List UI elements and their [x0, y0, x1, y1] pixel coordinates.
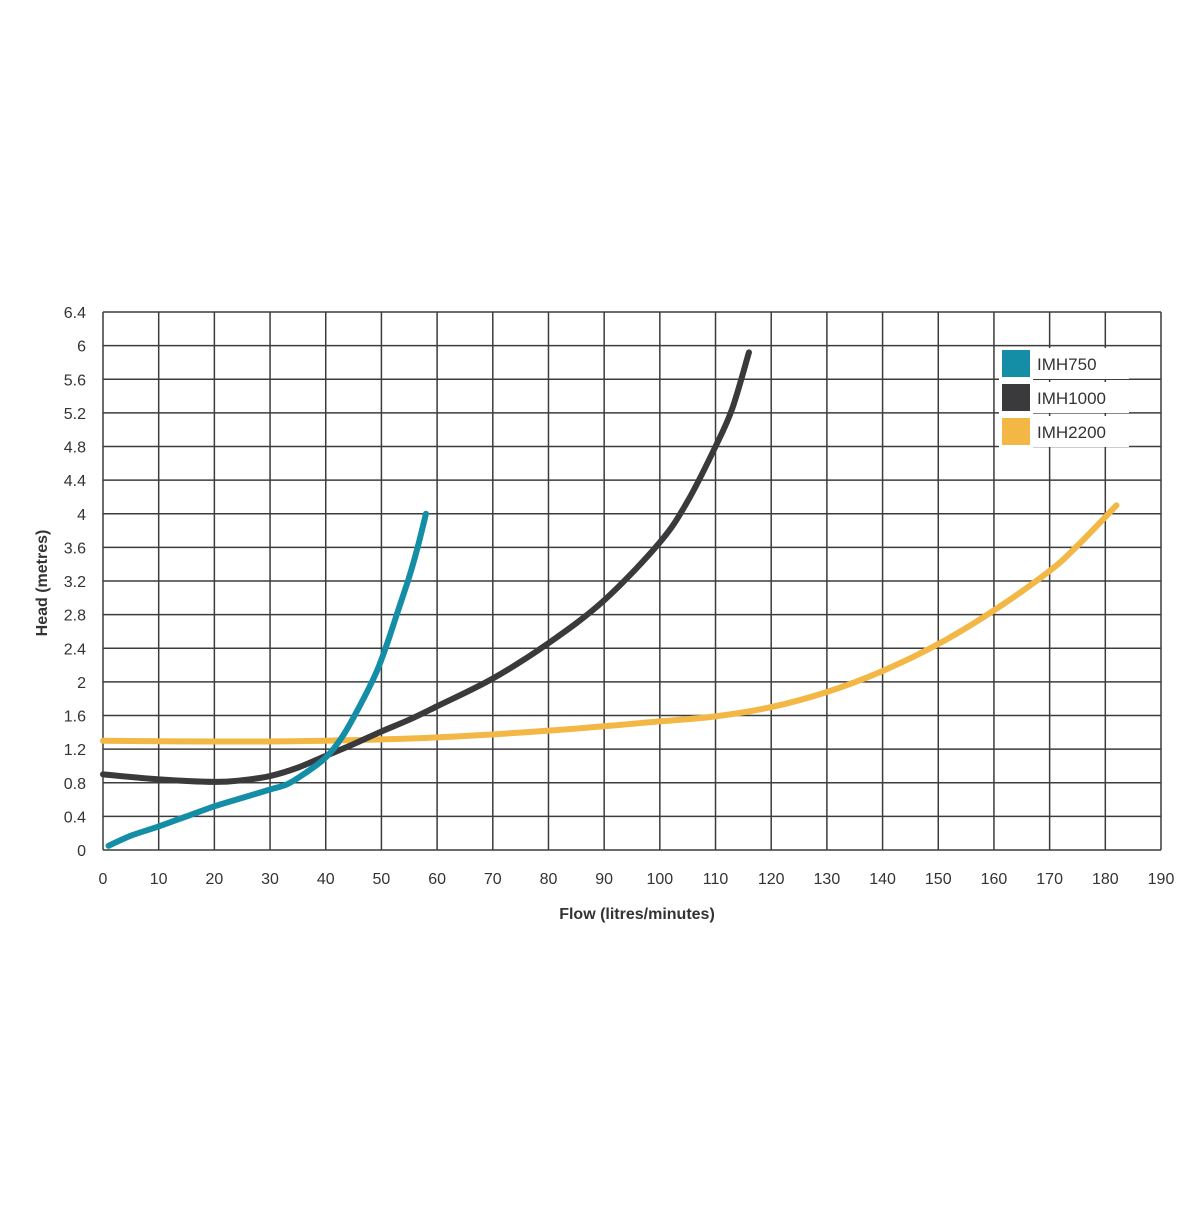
y-tick-label: 3.2: [64, 574, 86, 591]
x-tick-label: 160: [981, 871, 1008, 888]
y-tick-label: 2.8: [64, 608, 86, 625]
y-tick-label: 0.8: [64, 776, 86, 793]
y-tick-label: 2: [77, 675, 86, 692]
x-tick-label: 80: [540, 871, 558, 888]
x-tick-label: 130: [814, 871, 841, 888]
x-tick-label: 140: [869, 871, 896, 888]
legend-swatch-imh2200: [1002, 418, 1030, 445]
y-tick-label: 2.4: [64, 641, 86, 658]
series-line-imh750: [105, 510, 429, 849]
y-tick-label: 0.4: [64, 809, 86, 826]
x-tick-label: 170: [1036, 871, 1063, 888]
y-tick-label: 6: [77, 339, 86, 356]
y-tick-label: 4.8: [64, 440, 86, 457]
legend-label-bg-imh750: [1033, 348, 1129, 379]
x-tick-label: 20: [205, 871, 223, 888]
grid: [102, 311, 1162, 851]
y-tick-label: 1.6: [64, 709, 86, 726]
series-lines: [100, 349, 1120, 849]
x-tick-label: 50: [373, 871, 391, 888]
legend-label-imh750: IMH750: [1037, 355, 1097, 374]
x-tick-label: 190: [1148, 871, 1175, 888]
x-tick-label: 0: [99, 871, 108, 888]
x-tick-label: 10: [150, 871, 168, 888]
y-tick-label: 1.2: [64, 742, 86, 759]
y-tick-label: 4.4: [64, 473, 86, 490]
y-tick-label: 5.2: [64, 406, 86, 423]
x-axis-title: Flow (litres/minutes): [559, 906, 715, 923]
y-tick-label: 6.4: [64, 305, 86, 322]
legend-label-bg-imh1000: [1033, 382, 1129, 413]
y-tick-label: 0: [77, 843, 86, 860]
legend: IMH750 IMH1000 IMH2200: [999, 347, 1129, 448]
series-line-imh1000: [100, 349, 752, 785]
y-axis-title: Head (metres): [34, 530, 51, 637]
y-tick-label: 4: [77, 507, 86, 524]
x-tick-label: 30: [261, 871, 279, 888]
x-tick-label: 40: [317, 871, 335, 888]
x-tick-label: 110: [703, 871, 729, 888]
legend-label-imh2200: IMH2200: [1037, 423, 1106, 442]
tick-labels: 0 10 20 30 40 50 60 70 80 90 100 110 120 130 140 150 160…: [64, 305, 1175, 888]
y-tick-label: 3.6: [64, 540, 86, 557]
x-tick-label: 150: [925, 871, 952, 888]
legend-label-imh1000: IMH1000: [1037, 389, 1106, 408]
legend-label-bg-imh2200: [1033, 416, 1129, 447]
x-tick-label: 90: [595, 871, 613, 888]
legend-swatch-imh750: [1002, 350, 1030, 377]
y-tick-label: 5.6: [64, 372, 86, 389]
x-tick-label: 100: [646, 871, 673, 888]
series-line-imh2200: [100, 502, 1120, 745]
x-tick-label: 70: [484, 871, 502, 888]
legend-swatch-imh1000: [1002, 384, 1030, 411]
x-tick-label: 180: [1092, 871, 1119, 888]
x-tick-label: 120: [758, 871, 785, 888]
x-tick-label: 60: [428, 871, 446, 888]
